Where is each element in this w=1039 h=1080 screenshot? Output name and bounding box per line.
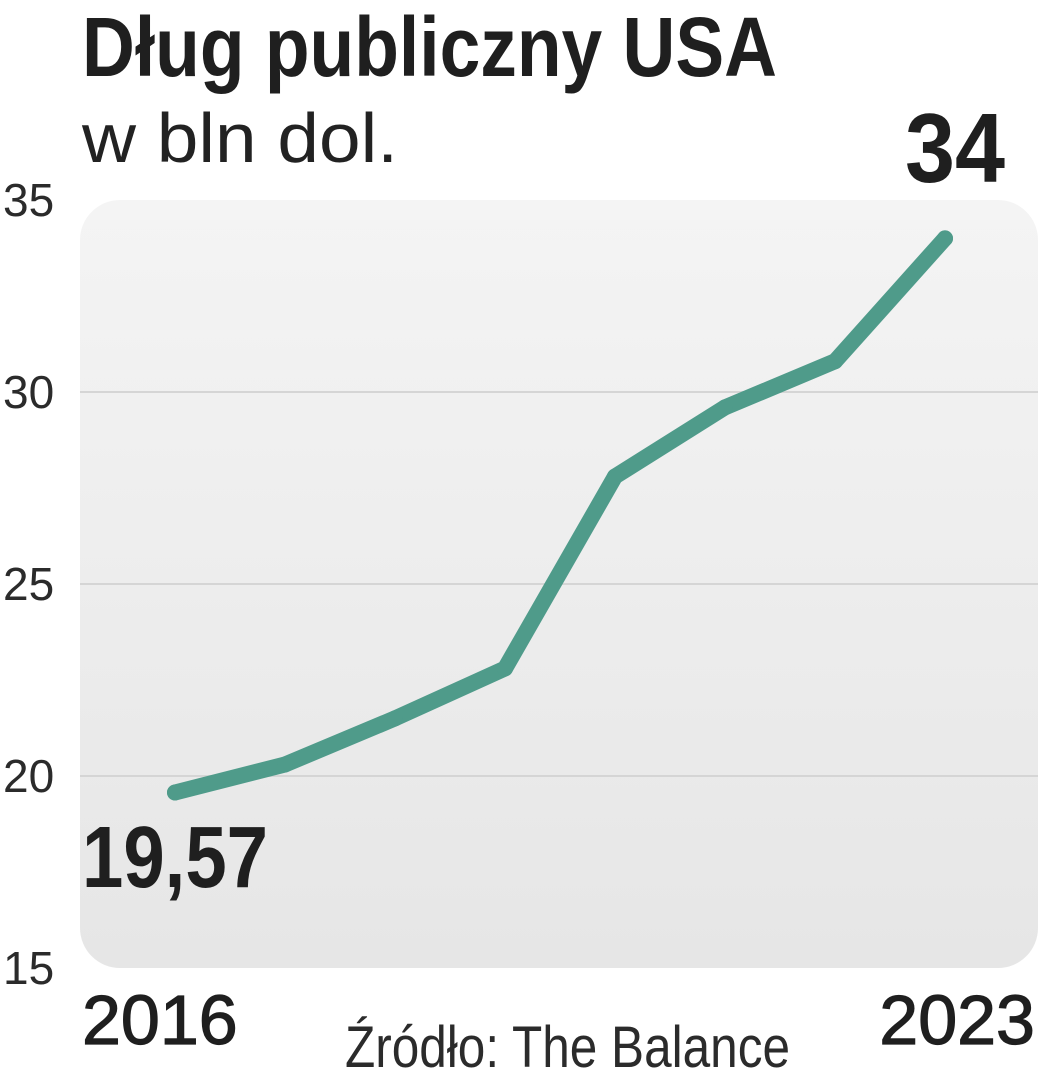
data-point	[937, 230, 953, 247]
data-point	[827, 353, 843, 370]
chart-title: Dług publiczny USA	[82, 0, 777, 94]
end-value-label: 34	[905, 93, 1005, 203]
y-tick-label: 30	[3, 366, 54, 418]
data-point	[167, 784, 183, 801]
data-point	[607, 468, 623, 485]
y-tick-label: 15	[3, 942, 54, 994]
data-point	[387, 710, 403, 727]
y-tick-label: 35	[3, 174, 54, 226]
x-tick-label-end: 2023	[879, 981, 1035, 1059]
source-note: Źródło: The Balance	[345, 1015, 790, 1080]
data-point	[717, 399, 733, 416]
y-axis-ticks: 15 20 25 30 35	[3, 174, 54, 994]
x-tick-label-start: 2016	[82, 981, 238, 1059]
y-tick-label: 25	[3, 558, 54, 610]
data-point	[277, 756, 293, 773]
series-line	[167, 230, 953, 801]
series-group	[167, 230, 953, 801]
start-value-label: 19,57	[82, 809, 268, 906]
y-tick-label: 20	[3, 750, 54, 802]
chart-subtitle: w bln dol.	[81, 99, 398, 177]
data-point	[497, 660, 513, 677]
